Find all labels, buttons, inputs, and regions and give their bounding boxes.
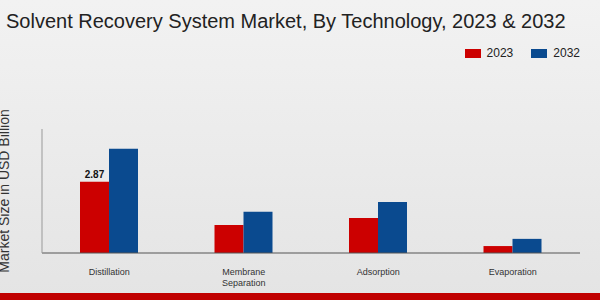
svg-text:Market Size in USD Billion: Market Size in USD Billion: [8, 109, 12, 272]
svg-text:2.87: 2.87: [85, 169, 105, 180]
html-text:Solvent Recovery System Market: Solvent Recovery System Market, By Techn…: [6, 10, 566, 32]
html-text:2032: 2032: [553, 46, 580, 60]
svg-text:Evaporation: Evaporation: [489, 267, 537, 277]
svg-text:MembraneSeparation: MembraneSeparation: [222, 267, 266, 288]
svg-text:Adsorption: Adsorption: [357, 267, 400, 277]
html-text:2023: 2023: [486, 46, 514, 60]
svg-text:Distillation: Distillation: [89, 267, 130, 277]
